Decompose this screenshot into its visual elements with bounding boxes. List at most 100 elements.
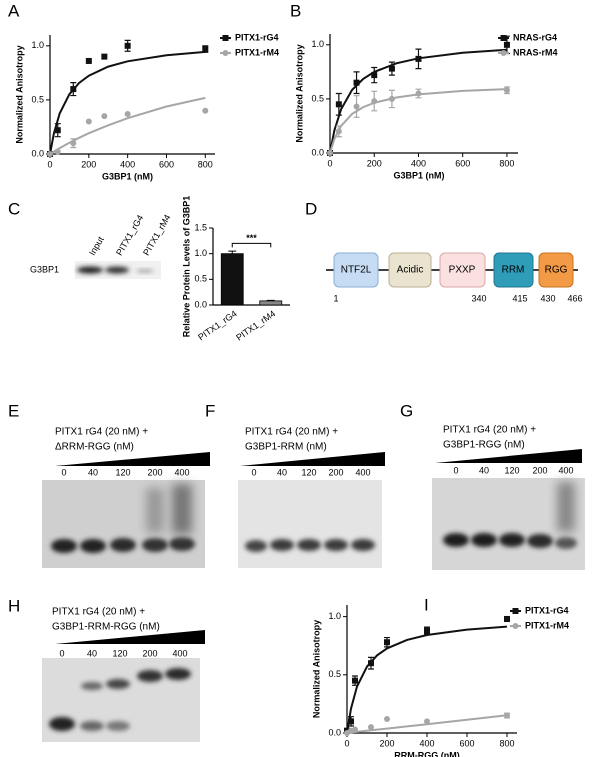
- data-point: [327, 150, 333, 156]
- concentration-label: 120: [115, 467, 130, 477]
- data-point: [415, 55, 422, 62]
- gel-title: PITX1 rG4 (20 nM) +: [55, 427, 148, 438]
- data-point: [424, 718, 430, 725]
- error-bar: [266, 299, 275, 301]
- x-axis-title: G3BP1 (nM): [102, 171, 153, 181]
- gel-title: G3BP1-RRM-RGG (nM): [52, 622, 160, 633]
- panel-label: B: [290, 1, 301, 20]
- y-axis-title: Normalized Anisotropy: [294, 44, 304, 142]
- x-tick-label: 0: [344, 738, 349, 748]
- data-point: [384, 639, 390, 646]
- significance-label: ***: [246, 233, 257, 243]
- legend-marker: [512, 608, 519, 614]
- concentration-label: 40: [277, 467, 287, 477]
- data-point: [202, 46, 209, 53]
- domain-label: NTF2L: [341, 265, 372, 276]
- x-axis-title: RRM-RGG (nM): [394, 750, 459, 757]
- data-point: [371, 98, 378, 105]
- legend-label: NRAS-rM4: [513, 47, 558, 57]
- concentration-label: 200: [142, 648, 157, 658]
- concentration-label: 400: [174, 467, 189, 477]
- panel-label: F: [205, 401, 215, 420]
- concentration-label: 120: [301, 467, 316, 477]
- data-point: [202, 107, 209, 114]
- data-point: [353, 103, 360, 110]
- y-tick-label: 0.0: [311, 147, 324, 157]
- domain-position: 1: [333, 293, 338, 303]
- panel-label: E: [8, 401, 19, 420]
- panel-label: G: [400, 401, 413, 420]
- y-axis-title: Normalized Anisotropy: [311, 620, 321, 718]
- data-point: [85, 57, 92, 64]
- gel-title: ΔRRM-RGG (nM): [55, 442, 134, 453]
- gel-image: [238, 480, 382, 568]
- x-tick-label: 0: [327, 158, 332, 168]
- domain-position: 466: [567, 293, 582, 303]
- fit-line: [329, 48, 507, 154]
- x-tick-label: PITX1_rM4: [234, 308, 277, 342]
- x-tick-label: 400: [120, 159, 135, 169]
- x-tick-label: PITX1_rG4: [196, 308, 239, 342]
- data-point: [54, 148, 61, 155]
- concentration-label: 200: [532, 465, 547, 475]
- y-tick-label: 0.0: [194, 299, 207, 309]
- x-tick-label: 200: [81, 159, 96, 169]
- data-point: [353, 79, 360, 86]
- fit-line: [346, 625, 508, 734]
- blot-lane: PITX1_rG4: [114, 213, 145, 257]
- concentration-label: 120: [504, 465, 519, 475]
- legend-marker: [500, 50, 507, 56]
- domain-label: RRM: [502, 265, 525, 276]
- data-point: [352, 726, 358, 733]
- x-tick-label: 600: [459, 738, 474, 748]
- concentration-label: 0: [453, 465, 458, 475]
- data-point: [335, 101, 342, 108]
- wedge: [435, 449, 582, 463]
- data-point: [415, 90, 422, 97]
- data-point: [47, 151, 53, 157]
- y-tick-label: 0.0: [31, 148, 44, 158]
- data-point: [124, 42, 131, 49]
- gel-title: PITX1 rG4 (20 nM) +: [245, 427, 338, 438]
- wedge: [240, 452, 385, 466]
- x-tick-label: 0: [47, 159, 52, 169]
- x-axis-title: G3BP1 (nM): [393, 170, 444, 180]
- wedge: [55, 630, 205, 644]
- data-point: [124, 110, 131, 117]
- concentration-label: 40: [87, 648, 97, 658]
- data-point: [335, 128, 342, 135]
- data-point: [54, 127, 61, 134]
- bar: [259, 300, 283, 306]
- data-point: [371, 72, 378, 79]
- data-point: [388, 95, 395, 102]
- x-tick-label: 800: [499, 158, 514, 168]
- gel-title: PITX1 rG4 (20 nM) +: [443, 425, 536, 436]
- legend-marker: [512, 623, 519, 629]
- data-point: [70, 140, 77, 147]
- legend-label: PITX1-rM4: [235, 47, 279, 57]
- concentration-label: 40: [479, 465, 489, 475]
- data-point: [504, 615, 510, 622]
- x-tick-label: 600: [455, 158, 470, 168]
- y-tick-label: 0.5: [31, 94, 44, 104]
- domain-position: 415: [512, 293, 527, 303]
- blot-protein: G3BP1: [30, 264, 59, 274]
- y-tick-label: 1.5: [194, 222, 207, 232]
- y-tick-label: 1.0: [194, 248, 207, 258]
- domain-label: PXXP: [449, 265, 476, 276]
- panel-label: H: [8, 596, 20, 615]
- x-tick-label: 800: [499, 738, 514, 748]
- concentration-label: 200: [328, 467, 343, 477]
- gel-image: [42, 658, 200, 742]
- data-point: [348, 718, 354, 725]
- blot-image: [75, 261, 161, 279]
- bar: [220, 253, 244, 306]
- concentration-label: 200: [147, 467, 162, 477]
- legend-marker: [222, 35, 229, 41]
- data-point: [352, 677, 358, 684]
- legend-label: PITX1-rG4: [525, 605, 569, 615]
- y-tick-label: 1.0: [31, 40, 44, 50]
- domain-label: Acidic: [397, 265, 424, 276]
- domain-diagram: [326, 252, 578, 288]
